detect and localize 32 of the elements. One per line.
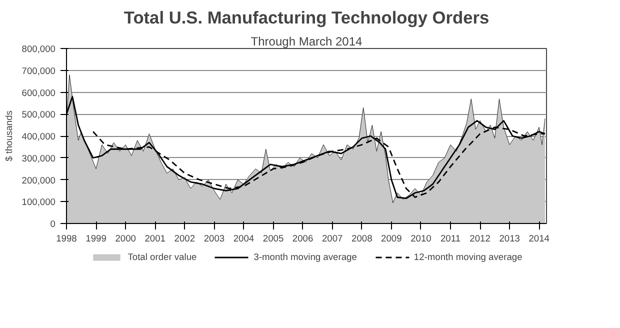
x-tick-label: 2010 xyxy=(410,234,432,244)
y-tick-label: 0 xyxy=(50,219,56,229)
x-tick-label: 2012 xyxy=(470,234,490,244)
legend-label: Total order value xyxy=(128,252,197,262)
chart-subtitle: Through March 2014 xyxy=(250,34,363,48)
x-tick-label: 2009 xyxy=(381,234,402,244)
y-tick-label: 300,000 xyxy=(22,153,56,164)
x-tick-label: 2007 xyxy=(322,234,343,244)
x-tick-label: 2002 xyxy=(174,234,196,244)
x-tick-label: 2013 xyxy=(499,234,520,244)
y-tick-label: 100,000 xyxy=(22,197,56,208)
x-tick-label: 2000 xyxy=(115,234,136,244)
x-tick-label: 1999 xyxy=(86,234,106,244)
y-tick-label: 400,000 xyxy=(22,132,56,142)
x-tick-label: 2011 xyxy=(440,234,461,244)
x-tick-label: 2005 xyxy=(262,234,284,244)
x-tick-label: 2006 xyxy=(292,234,314,244)
y-tick-label: 800,000 xyxy=(22,44,56,54)
y-axis-title: $ thousands xyxy=(4,110,14,162)
chart-title: Total U.S. Manufacturing Technology Orders xyxy=(124,8,490,28)
x-tick-label: 2001 xyxy=(144,234,166,244)
x-tick-label: 2003 xyxy=(204,234,225,244)
x-tick-label: 2008 xyxy=(352,234,372,244)
y-tick-label: 700,000 xyxy=(22,66,56,76)
y-tick-label: 200,000 xyxy=(22,175,56,186)
legend-label: 12-month moving average xyxy=(414,252,522,262)
x-tick-label: 1998 xyxy=(56,234,77,244)
y-tick-label: 600,000 xyxy=(22,88,56,98)
legend-label: 3-month moving average xyxy=(254,252,357,262)
x-tick-label: 2014 xyxy=(528,234,550,244)
y-tick-label: 500,000 xyxy=(22,110,56,120)
x-tick-label: 2004 xyxy=(233,234,254,244)
